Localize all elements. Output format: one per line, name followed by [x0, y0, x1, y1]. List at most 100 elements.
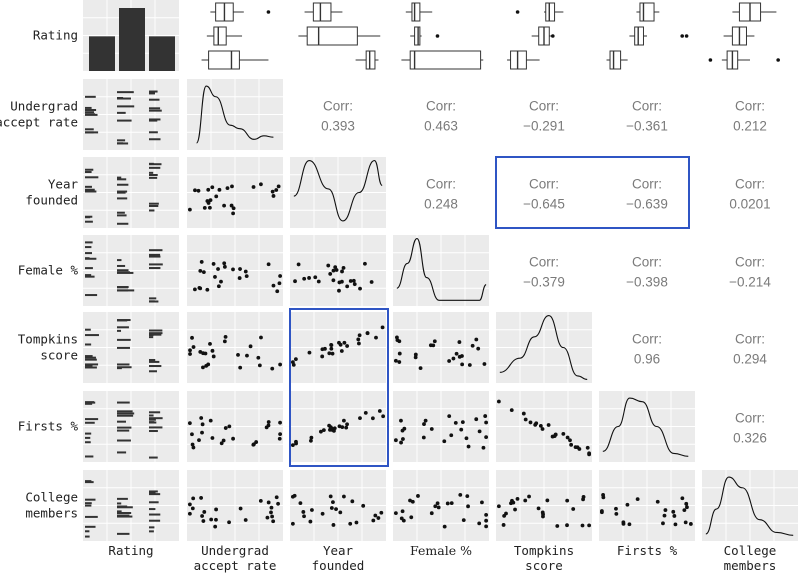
- scatter-point: [459, 427, 464, 432]
- scatter-point: [294, 441, 298, 446]
- density-curve: [196, 85, 274, 144]
- histogram-bar: [149, 173, 158, 176]
- histogram-bar: [117, 214, 127, 217]
- scatter-point: [327, 423, 332, 428]
- correlation-value: 0.463: [424, 119, 458, 134]
- row-label: Rating: [33, 28, 78, 43]
- scatter-point: [231, 211, 236, 216]
- scatter-point: [230, 184, 234, 189]
- scatter-point: [214, 517, 218, 522]
- scatter-point: [270, 366, 275, 371]
- scatter-point: [309, 435, 314, 440]
- scatter-point: [256, 355, 261, 360]
- histogram-bar: [149, 209, 155, 212]
- histogram-bar: [117, 97, 131, 100]
- scatter-point: [290, 360, 295, 365]
- scatter-point: [573, 445, 578, 450]
- scatter-point: [229, 203, 234, 208]
- histogram-bar: [117, 111, 126, 114]
- histogram-bar: [117, 178, 127, 181]
- boxplot-panel-r1-c2: [187, 0, 283, 71]
- scatter-point: [460, 354, 464, 358]
- panel-r7-c7: [702, 470, 798, 541]
- histogram-bar: [85, 220, 93, 223]
- scatter-point: [672, 514, 677, 518]
- scatter-point: [401, 437, 405, 441]
- scatter-point: [614, 511, 619, 516]
- boxplot-panel-r1-c4: [393, 0, 489, 71]
- row-label: College: [25, 490, 78, 505]
- histogram-bar: [149, 109, 162, 112]
- scatter-point: [348, 521, 353, 526]
- column-label: Tompkins: [514, 543, 574, 558]
- row-label: Undergrad: [10, 99, 78, 114]
- scatter-point: [201, 365, 205, 370]
- scatter-point: [538, 424, 543, 428]
- histogram-bar: [117, 414, 134, 417]
- scatter-point: [341, 418, 346, 423]
- scatter-point: [320, 354, 325, 359]
- scatter-point: [673, 522, 678, 527]
- scatter-point: [199, 260, 204, 264]
- scatter-point: [210, 436, 215, 440]
- panel-r5-c2: [187, 312, 283, 383]
- histogram-bar: [85, 188, 95, 191]
- boxplot-box: [639, 2, 655, 22]
- boxplot-outlier: [684, 34, 689, 38]
- panel-r4-c2: [187, 235, 283, 306]
- histogram-bar: [85, 364, 93, 367]
- scatter-point: [188, 352, 192, 356]
- scatter-point: [238, 365, 243, 370]
- scatter-point: [436, 505, 441, 510]
- scatter-point: [409, 515, 414, 520]
- scatter-point: [187, 421, 192, 426]
- scatter-point: [496, 504, 501, 509]
- scatter-point: [271, 194, 276, 198]
- scatter-point: [536, 506, 541, 511]
- histogram-bar: [149, 513, 161, 516]
- scatter-point: [358, 286, 362, 291]
- scatter-point: [298, 501, 303, 506]
- boxplot-outlier: [708, 58, 713, 62]
- scatter-point: [197, 438, 201, 443]
- scatter-point: [527, 494, 531, 499]
- histogram-bar: [149, 417, 163, 420]
- histogram-bar: [149, 267, 161, 270]
- histogram-bar: [149, 249, 163, 252]
- correlation-label: Corr:: [529, 99, 559, 114]
- scatter-point: [251, 185, 256, 189]
- scatter-point: [483, 414, 488, 418]
- histogram-bar: [85, 257, 97, 260]
- panel-r7-c2: [187, 470, 283, 541]
- histogram-bar: [149, 493, 161, 496]
- scatter-point: [329, 342, 334, 347]
- histogram-bar: [117, 401, 130, 404]
- scatter-point: [447, 359, 452, 363]
- histogram-bar: [117, 190, 128, 193]
- scatter-point: [400, 509, 405, 514]
- scatter-point: [329, 426, 334, 431]
- panel-r5-c4: [393, 312, 489, 383]
- histogram-bar: [85, 168, 94, 171]
- scatter-point: [191, 496, 196, 501]
- histogram-bar: [85, 185, 92, 188]
- scatter-point: [429, 511, 434, 516]
- scatter-point: [337, 280, 342, 285]
- correlation-value: −0.398: [626, 275, 668, 290]
- histogram-bar: [85, 128, 94, 131]
- panel-r1-c1: [83, 0, 179, 71]
- histogram-bar: [117, 222, 129, 225]
- histogram-bar: [149, 490, 158, 493]
- panel-r7-c1: [83, 470, 179, 541]
- histogram-bar: [149, 530, 154, 533]
- scatter-point: [257, 363, 262, 368]
- scatter-point: [571, 507, 576, 511]
- scatter-point: [222, 264, 227, 269]
- histogram-bar: [149, 204, 159, 207]
- histogram-bar: [85, 106, 92, 109]
- scatter-point: [310, 508, 314, 512]
- scatter-point: [339, 349, 344, 353]
- rating-bar: [119, 8, 145, 71]
- scatter-point: [395, 338, 400, 343]
- scatter-point: [476, 346, 481, 351]
